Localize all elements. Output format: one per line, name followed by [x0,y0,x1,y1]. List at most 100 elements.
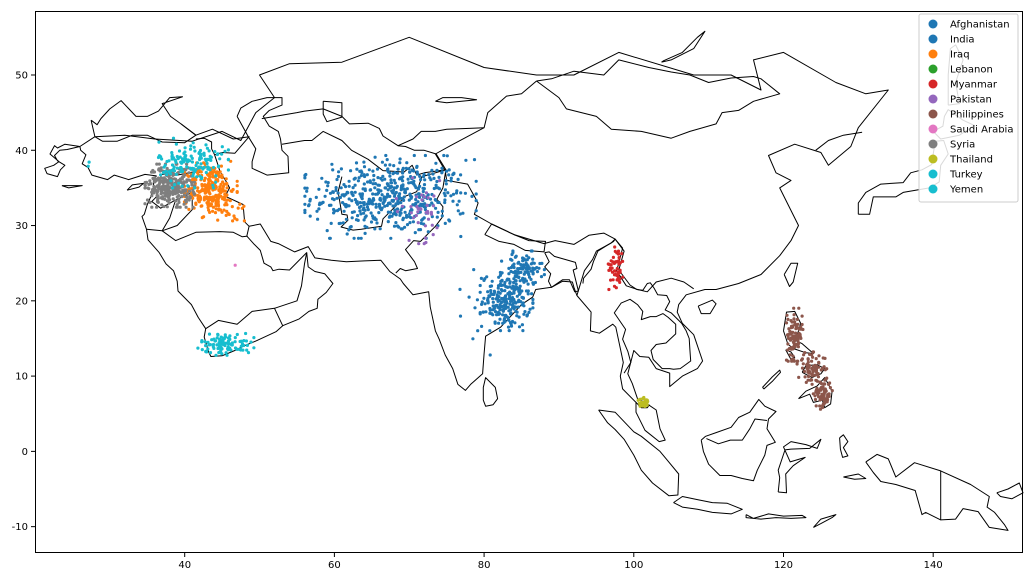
data-point [802,369,807,374]
data-point [516,261,520,265]
data-point [374,205,378,209]
data-point [225,198,230,202]
data-point [208,351,213,355]
boundary-taiwan [783,262,799,287]
data-point [159,173,163,177]
data-point [823,382,827,386]
data-point [795,325,799,330]
data-point [394,186,398,190]
data-point [362,218,366,222]
data-point [173,183,177,187]
data-point [440,170,444,174]
y-tick-label: 20 [15,296,28,307]
data-point [444,179,448,183]
data-point [373,182,377,186]
data-point [791,354,795,358]
data-point [191,141,195,145]
data-point [496,286,500,290]
data-point [235,347,239,351]
data-point [197,190,201,194]
data-point [362,160,366,164]
data-point [303,202,307,206]
data-point [186,184,190,188]
data-point [514,285,518,289]
data-point [388,202,392,206]
data-point [500,305,504,309]
data-point [446,191,450,195]
data-point [414,213,418,218]
boundary-borneo-border [706,418,768,445]
legend-label: Lebanon [950,65,993,76]
data-point [486,290,490,294]
data-point [792,313,796,317]
data-point [238,202,242,206]
data-point [214,198,218,202]
data-point [798,334,802,339]
data-point [175,166,179,170]
data-point [440,214,444,218]
data-point [519,263,523,267]
data-point [223,149,227,153]
data-point [432,176,436,180]
boundary-anatomy-sea [90,96,197,144]
data-point [410,195,414,199]
data-point [223,195,227,199]
data-point [502,307,506,311]
data-point [380,193,384,197]
data-point [162,165,166,169]
data-point [372,178,376,182]
data-point [336,174,340,179]
data-point [800,322,804,327]
data-point [242,343,246,348]
data-point [406,177,410,181]
data-point [191,174,195,178]
data-point [618,280,622,284]
data-point [401,171,405,175]
data-point [224,213,228,217]
data-point [399,176,403,180]
legend-label: Syria [950,140,975,151]
data-point [458,287,462,291]
data-point [330,197,335,201]
data-point [813,397,818,402]
data-point [514,301,518,305]
data-point [802,353,806,357]
data-point [449,179,453,183]
data-point [494,304,498,308]
data-point [430,201,434,205]
data-point [480,324,484,328]
data-point [434,183,438,187]
data-point [508,321,513,325]
data-point [388,163,392,167]
data-point [607,287,611,292]
data-point [318,201,322,205]
data-point [216,204,221,208]
data-point [434,206,438,210]
legend-marker [928,79,938,89]
data-point [786,342,790,346]
data-point [792,306,796,310]
data-point [426,196,430,200]
data-point [451,173,455,177]
data-point [427,173,431,177]
data-point [187,178,191,182]
data-point [789,332,793,336]
data-point [498,317,502,321]
data-point [818,388,822,392]
data-point [514,305,518,309]
data-point [429,210,433,214]
legend-marker [928,19,938,29]
data-point [788,338,793,342]
data-point [445,154,449,158]
data-point [422,183,427,187]
data-point [204,143,208,147]
data-point [307,203,311,207]
data-point [389,181,393,185]
data-point [174,199,178,203]
data-point [526,289,530,293]
data-point [192,192,196,196]
data-point [213,170,217,174]
boundary-central-asia [281,130,447,176]
data-point [371,182,375,186]
